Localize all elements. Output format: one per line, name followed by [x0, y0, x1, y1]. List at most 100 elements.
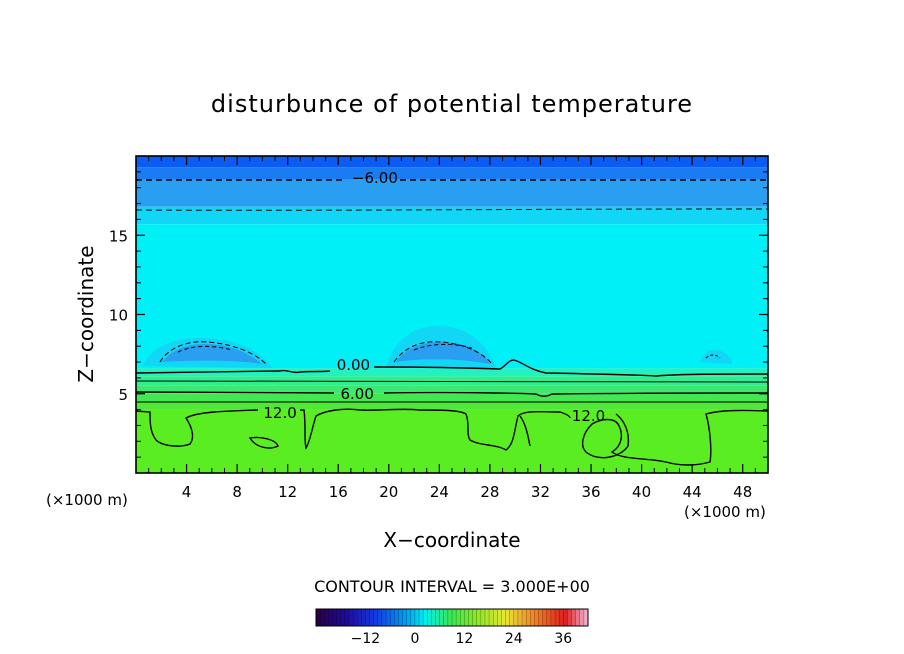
colorbar-cell-16: [381, 609, 387, 626]
x-tick-label-0: 4: [182, 483, 192, 501]
colorbar-cell-14: [373, 609, 379, 626]
colorbar-cell-27: [427, 609, 432, 626]
colorbar-cell-39: [476, 609, 482, 626]
colorbar-cell-28: [431, 609, 437, 626]
colorbar-cell-13: [369, 609, 375, 626]
colorbar-cell-56: [546, 609, 552, 626]
colorbar-cell-49: [517, 609, 523, 626]
color-layer-9: [136, 401, 768, 410]
chart-title: disturbunce of potential temperature: [211, 90, 693, 118]
colorbar-cell-44: [497, 609, 502, 626]
colorbar-cell-20: [398, 609, 404, 626]
x-tick-label-10: 44: [683, 483, 702, 501]
colorbar-cell-29: [435, 609, 441, 626]
colorbar-cell-54: [538, 609, 544, 626]
contour-12-peak-mid: [519, 415, 531, 447]
contour-6: [136, 391, 768, 397]
colorbar-cell-64: [579, 609, 585, 626]
colorbar-cell-43: [493, 609, 498, 626]
colorbar-cell-41: [484, 609, 490, 626]
contour-12: [136, 408, 768, 466]
color-layer-7: [136, 385, 768, 394]
colorbar-cell-61: [567, 609, 573, 626]
colorbar-cell-58: [555, 609, 560, 626]
colorbar-cell-51: [526, 609, 531, 626]
contour-label-4: 12.0: [572, 407, 605, 425]
contour-minus3-upper: [136, 208, 768, 211]
contour-label-0: −6.00: [352, 169, 398, 187]
colorbar-cell-57: [550, 609, 556, 626]
colorbar-tick-label-0: −12: [351, 631, 381, 647]
colorbar-cell-26: [423, 609, 428, 626]
y-tick-label-1: 10: [109, 307, 128, 325]
colorbar-cell-65: [583, 609, 589, 626]
contour-label-1: 0.00: [337, 356, 370, 374]
x-tick-label-7: 32: [531, 483, 550, 501]
contour-12-island: [248, 436, 279, 449]
colorbar-cell-24: [414, 609, 420, 626]
colorbar-cell-37: [468, 609, 474, 626]
colorbar-tick-label-3: 24: [505, 631, 523, 647]
colorbar: [315, 608, 589, 627]
colorbar-cell-18: [390, 609, 395, 626]
x-tick-label-11: 48: [733, 483, 752, 501]
contour-3: [136, 380, 768, 383]
color-layer-1: [136, 167, 768, 180]
colorbar-cell-12: [365, 609, 371, 626]
colorbar-cell-10: [357, 609, 362, 626]
color-layer-8: [136, 393, 768, 402]
colorbar-tick-label-2: 12: [455, 631, 473, 647]
colorbar-frame: [315, 608, 589, 627]
colorbar-cell-36: [464, 609, 469, 626]
blob-right-outer: [700, 349, 732, 364]
colorbar-cell-23: [410, 609, 416, 626]
colorbar-cell-0: [316, 609, 321, 626]
colorbar-cell-6: [340, 609, 346, 626]
x-axis-ticks: 4 8 12 16 20 24 28 32 36 40 44 48: [182, 156, 752, 501]
colorbar-cell-62: [571, 609, 577, 626]
colorbar-cell-63: [575, 609, 581, 626]
colorbar-cell-35: [460, 609, 465, 626]
colorbar-cell-22: [406, 609, 412, 626]
colorbar-cell-32: [447, 609, 453, 626]
colorbar-cell-55: [542, 609, 548, 626]
y-tick-label-0: 5: [118, 386, 128, 404]
colorbar-cell-3: [328, 609, 333, 626]
contour-lines: [136, 179, 768, 466]
x-tick-label-4: 20: [379, 483, 398, 501]
colorbar-cell-50: [522, 609, 527, 626]
colorbar-cell-42: [489, 609, 494, 626]
color-layer-5: [136, 368, 768, 377]
color-layers: [136, 156, 768, 473]
minor-ticks: [136, 156, 768, 473]
color-layer-0: [136, 156, 768, 168]
x-tick-label-5: 24: [430, 483, 449, 501]
x-tick-label-2: 12: [278, 483, 297, 501]
y-axis-label: Z−coordinate: [74, 245, 98, 382]
colorbar-cell-1: [320, 609, 325, 626]
colorbar-cell-2: [324, 609, 329, 626]
colorbar-cell-52: [530, 609, 535, 626]
colorbar-cell-45: [501, 609, 507, 626]
colorbar-cell-19: [394, 609, 399, 626]
colorbar-cell-7: [344, 609, 350, 626]
colorbar-ticks: −12 0 12 24 36: [351, 631, 573, 647]
colorbar-cell-30: [439, 609, 445, 626]
contour-interval: CONTOUR INTERVAL = 3.000E+00: [314, 577, 590, 596]
contour-zero: [136, 359, 768, 377]
colorbar-cell-17: [386, 609, 391, 626]
colorbar-cell-53: [534, 609, 540, 626]
color-layer-10: [136, 409, 768, 473]
colorbar-cell-38: [472, 609, 478, 626]
color-layer-3: [136, 206, 768, 225]
colorbar-cell-46: [505, 609, 511, 626]
y-tick-label-2: 15: [109, 227, 128, 245]
colorbar-cell-31: [443, 609, 449, 626]
x-tick-label-9: 40: [632, 483, 651, 501]
colorbar-cell-47: [509, 609, 515, 626]
colorbar-cell-8: [348, 609, 354, 626]
x-tick-label-1: 8: [232, 483, 242, 501]
x-tick-label-3: 16: [329, 483, 348, 501]
temperature-anomaly-blobs: [142, 326, 732, 368]
contour-label-3: 12.0: [263, 404, 296, 422]
